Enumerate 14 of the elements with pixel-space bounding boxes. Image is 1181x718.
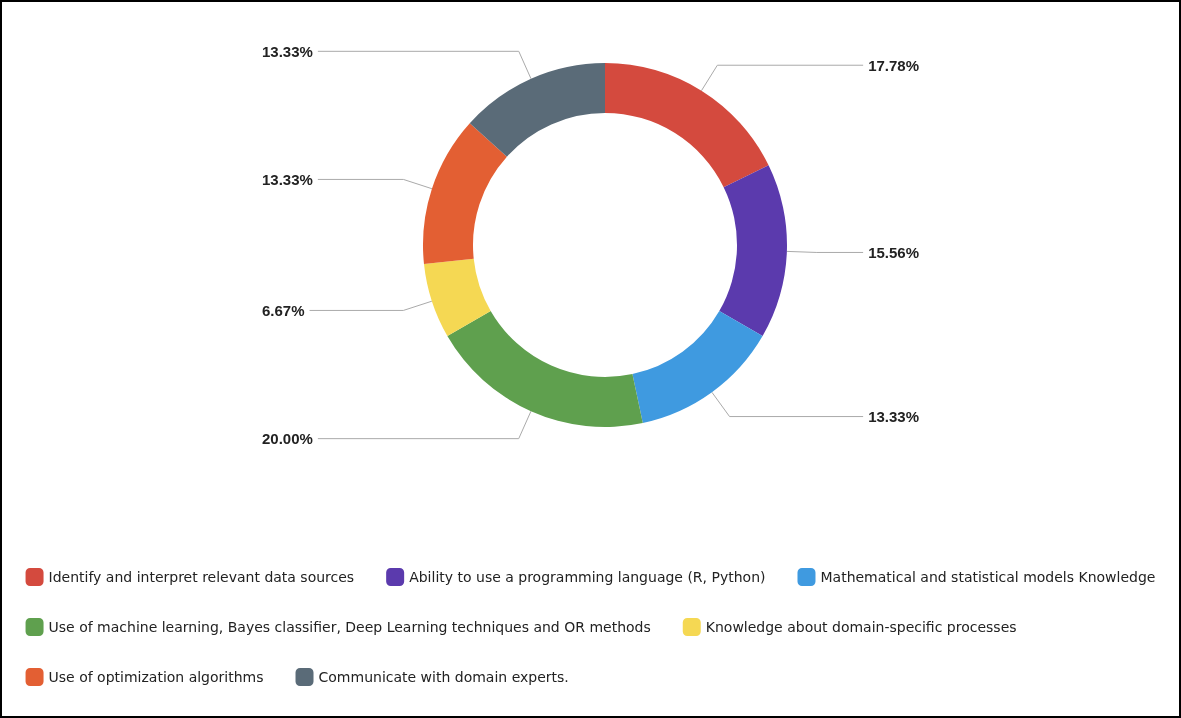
legend-label: Use of machine learning, Bayes classifier, Deep Learning techniques and OR methods xyxy=(48,619,651,635)
data-label: 17.78% xyxy=(868,56,919,74)
legend-label: Knowledge about domain-specific processes xyxy=(705,619,1017,635)
data-label: 13.33% xyxy=(868,408,919,426)
data-label: 20.00% xyxy=(262,430,313,448)
data-label: 13.33% xyxy=(262,42,313,60)
legend-label: Mathematical and statistical models Knowledge xyxy=(820,569,1156,585)
legend-label: Use of optimization algorithms xyxy=(48,669,264,685)
data-label: 6.67% xyxy=(262,301,305,319)
legend-label: Ability to use a programming language (R, Python) xyxy=(409,569,766,585)
legend-label: Communicate with domain experts. xyxy=(318,669,569,685)
data-label: 13.33% xyxy=(262,170,313,188)
legend-label: Identify and interpret relevant data sources xyxy=(48,569,355,585)
data-label: 15.56% xyxy=(868,243,919,261)
